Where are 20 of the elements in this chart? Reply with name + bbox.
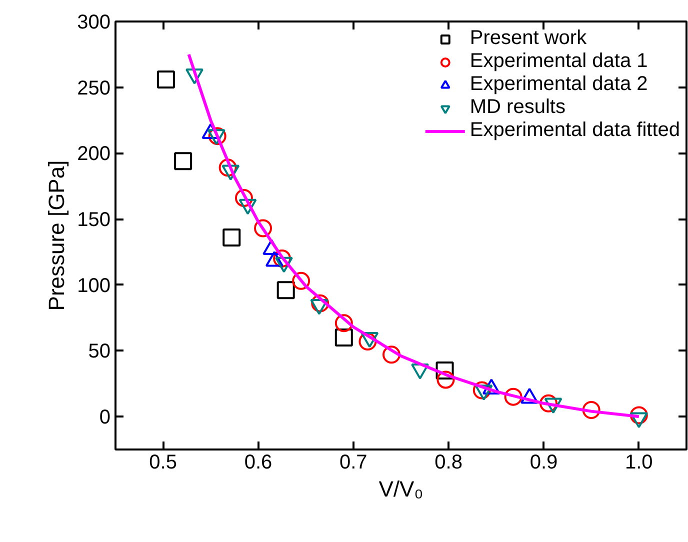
y-tick-label: 50 [88, 340, 111, 363]
y-tick-label: 150 [77, 209, 111, 232]
legend-label: Experimental data 2 [470, 73, 648, 96]
y-axis-title: Pressure [GPa] [44, 160, 70, 311]
legend-label: Experimental data fitted [470, 119, 680, 142]
y-tick-label: 0 [99, 406, 110, 429]
y-tick-label: 200 [77, 143, 111, 166]
legend-label: Experimental data 1 [470, 50, 648, 73]
x-tick-label: 0.9 [530, 452, 558, 474]
x-tick-label: 0.5 [149, 452, 177, 474]
y-tick-label: 100 [77, 274, 111, 297]
x-tick-label: 0.6 [244, 452, 272, 474]
x-tick-label: 0.7 [340, 452, 368, 474]
y-tick-label: 250 [77, 77, 111, 100]
x-axis-title: V/V₀ [378, 476, 424, 502]
legend-label: MD results [470, 96, 566, 119]
legend-label: Present work [470, 27, 587, 50]
x-tick-label: 1.0 [625, 452, 653, 474]
y-tick-label: 300 [77, 12, 111, 34]
x-tick-label: 0.8 [434, 452, 462, 474]
